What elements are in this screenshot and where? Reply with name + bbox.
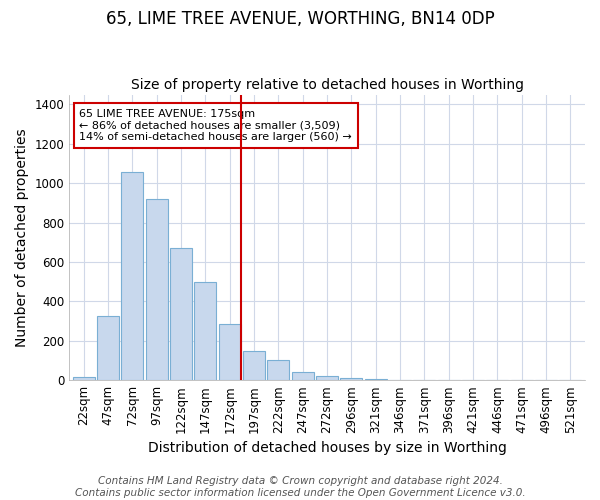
Bar (268, 360, 289, 380)
Bar (316, 376, 338, 380)
Bar (170, 248, 192, 380)
Text: Contains HM Land Registry data © Crown copyright and database right 2024.
Contai: Contains HM Land Registry data © Crown c… (74, 476, 526, 498)
Bar (292, 372, 314, 380)
Bar (365, 379, 386, 380)
Bar (97, 316, 119, 380)
Bar (121, 172, 143, 380)
Bar (146, 199, 168, 380)
Bar (340, 378, 362, 380)
Bar (194, 282, 217, 380)
Bar (219, 324, 241, 380)
Text: 65, LIME TREE AVENUE, WORTHING, BN14 0DP: 65, LIME TREE AVENUE, WORTHING, BN14 0DP (106, 10, 494, 28)
Bar (73, 377, 95, 380)
Y-axis label: Number of detached properties: Number of detached properties (15, 128, 29, 346)
Title: Size of property relative to detached houses in Worthing: Size of property relative to detached ho… (131, 78, 524, 92)
Text: 65 LIME TREE AVENUE: 175sqm
← 86% of detached houses are smaller (3,509)
14% of : 65 LIME TREE AVENUE: 175sqm ← 86% of det… (79, 109, 352, 142)
X-axis label: Distribution of detached houses by size in Worthing: Distribution of detached houses by size … (148, 441, 506, 455)
Bar (243, 350, 265, 380)
